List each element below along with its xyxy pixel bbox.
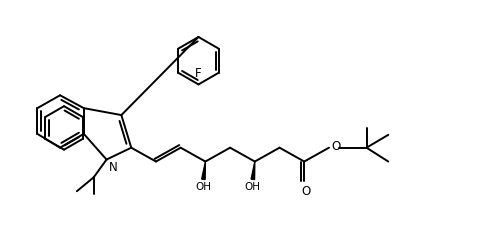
Text: OH: OH (196, 182, 211, 192)
Text: F: F (195, 68, 202, 81)
Polygon shape (251, 161, 255, 180)
Text: O: O (331, 140, 340, 153)
Text: OH: OH (245, 182, 261, 192)
Text: N: N (109, 160, 117, 174)
Text: O: O (302, 185, 311, 198)
Polygon shape (202, 161, 206, 180)
